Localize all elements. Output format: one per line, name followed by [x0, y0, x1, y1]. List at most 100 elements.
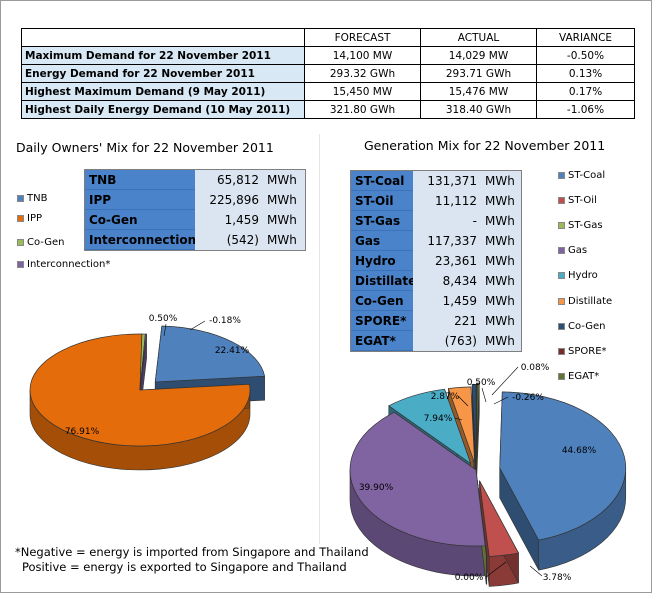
legend-item: Hydro [558, 270, 598, 281]
pie-tops [349, 382, 627, 557]
gen-row: Gas 117,337 MWh [351, 231, 521, 251]
legend-swatch [17, 261, 24, 268]
gen-value: 221 [413, 311, 483, 331]
header-blank [21, 28, 305, 47]
owners-row: Co-Gen 1,459 MWh [85, 210, 305, 230]
legend-swatch [558, 373, 565, 380]
table-header-row: FORECAST ACTUAL VARIANCE [21, 28, 635, 47]
gen-unit: MWh [483, 291, 521, 311]
legend-label: ST-Gas [568, 220, 603, 231]
owners-mix-title: Daily Owners' Mix for 22 November 2011 [16, 140, 274, 155]
legend-item: EGAT* [558, 371, 599, 382]
row-label: Maximum Demand for 22 November 2011 [21, 46, 305, 65]
legend-label: Co-Gen [568, 321, 606, 332]
pie-data-label: 0.50% [467, 378, 496, 388]
legend-label: Co-Gen [27, 237, 65, 248]
legend-item: Co-Gen [17, 237, 65, 248]
pie-tops [29, 325, 266, 447]
variance-cell: -1.06% [536, 100, 635, 119]
gen-name: Hydro [351, 251, 413, 271]
pie-slice-tnb [154, 325, 266, 383]
pie-data-label: 0.08% [521, 363, 550, 373]
legend-label: Interconnection* [27, 259, 111, 270]
gen-row: ST-Gas - MWh [351, 211, 521, 231]
gen-row: Distillate 8,434 MWh [351, 271, 521, 291]
pie-slice-hydro [388, 388, 472, 465]
legend-swatch [17, 195, 24, 202]
gen-unit: MWh [483, 311, 521, 331]
pie-data-label: 44.68% [562, 446, 597, 456]
legend-label: ST-Oil [568, 195, 597, 206]
legend-item: Co-Gen [558, 321, 606, 332]
pie-labels: 22.41% 76.91% 0.50% -0.18% [65, 314, 250, 437]
actual-cell: 293.71 GWh [420, 64, 537, 83]
legend-swatch [17, 239, 24, 246]
pie-data-label: 22.41% [215, 346, 250, 356]
gen-row: Hydro 23,361 MWh [351, 251, 521, 271]
generation-mix-table: ST-Coal 131,371 MWh ST-Oil 11,112 MWh ST… [350, 170, 522, 352]
legend-item: ST-Oil [558, 195, 597, 206]
owners-unit: MWh [265, 210, 305, 230]
gen-value: - [413, 211, 483, 231]
pie-leader-line [481, 387, 487, 403]
variance-cell: -0.50% [536, 46, 635, 65]
gen-name: EGAT* [351, 331, 413, 351]
legend-item: Interconnection* [17, 259, 110, 270]
gen-unit: MWh [483, 231, 521, 251]
row-label: Highest Daily Energy Demand (10 May 2011… [21, 100, 305, 119]
owners-mix-table: TNB 65,812 MWh IPP 225,896 MWh Co-Gen 1,… [84, 169, 306, 251]
legend-swatch [558, 272, 565, 279]
legend-label: TNB [27, 193, 48, 204]
gen-name: ST-Coal [351, 171, 413, 191]
legend-swatch [558, 197, 565, 204]
actual-cell: 15,476 MW [420, 82, 537, 101]
legend-swatch [558, 323, 565, 330]
gen-name: SPORE* [351, 311, 413, 331]
table-row: Highest Daily Energy Demand (10 May 2011… [21, 100, 635, 119]
gen-row: Co-Gen 1,459 MWh [351, 291, 521, 311]
pie-leader-line [491, 366, 519, 396]
gen-row: ST-Oil 11,112 MWh [351, 191, 521, 211]
table-row: Maximum Demand for 22 November 2011 14,1… [21, 46, 635, 65]
legend-label: EGAT* [568, 371, 600, 382]
gen-value: 117,337 [413, 231, 483, 251]
owners-value: 225,896 [195, 190, 265, 210]
header-variance: VARIANCE [536, 28, 635, 47]
pie-data-label: 2.87% [431, 392, 460, 402]
gen-unit: MWh [483, 191, 521, 211]
legend-swatch [17, 215, 24, 222]
legend-swatch [558, 298, 565, 305]
owners-unit: MWh [265, 170, 305, 190]
legend-label: Gas [568, 245, 588, 256]
pie-data-label: 0.00% [455, 573, 484, 583]
owners-value: 1,459 [195, 210, 265, 230]
legend-swatch [558, 348, 565, 355]
legend-item: Gas [558, 245, 587, 256]
owners-name: IPP [85, 190, 195, 210]
pie-data-label: 76.91% [65, 427, 100, 437]
legend-label: Hydro [568, 270, 598, 281]
pie-leader-line [493, 396, 509, 405]
legend-swatch [558, 247, 565, 254]
pie-data-label: 0.50% [149, 314, 178, 324]
footnote: *Negative = energy is imported from Sing… [15, 545, 369, 575]
gen-value: 11,112 [413, 191, 483, 211]
gen-unit: MWh [483, 331, 521, 351]
pie-leader-line [529, 565, 543, 577]
gen-name: ST-Gas [351, 211, 413, 231]
legend-label: ST-Coal [568, 170, 606, 181]
pie-leader-line [457, 395, 469, 407]
owners-name: TNB [85, 170, 195, 190]
legend-swatch [558, 222, 565, 229]
demand-summary-table: FORECAST ACTUAL VARIANCE Maximum Demand … [21, 28, 635, 119]
legend-item: ST-Coal [558, 170, 605, 181]
footnote-line-2: Positive = energy is exported to Singapo… [22, 560, 347, 574]
legend-item: IPP [17, 213, 42, 224]
table-row: Energy Demand for 22 November 2011 293.3… [21, 64, 635, 83]
pie-data-label: 3.78% [543, 573, 572, 583]
pie-leader-line [189, 320, 206, 331]
gen-name: ST-Oil [351, 191, 413, 211]
legend-swatch [558, 172, 565, 179]
actual-cell: 14,029 MW [420, 46, 537, 65]
